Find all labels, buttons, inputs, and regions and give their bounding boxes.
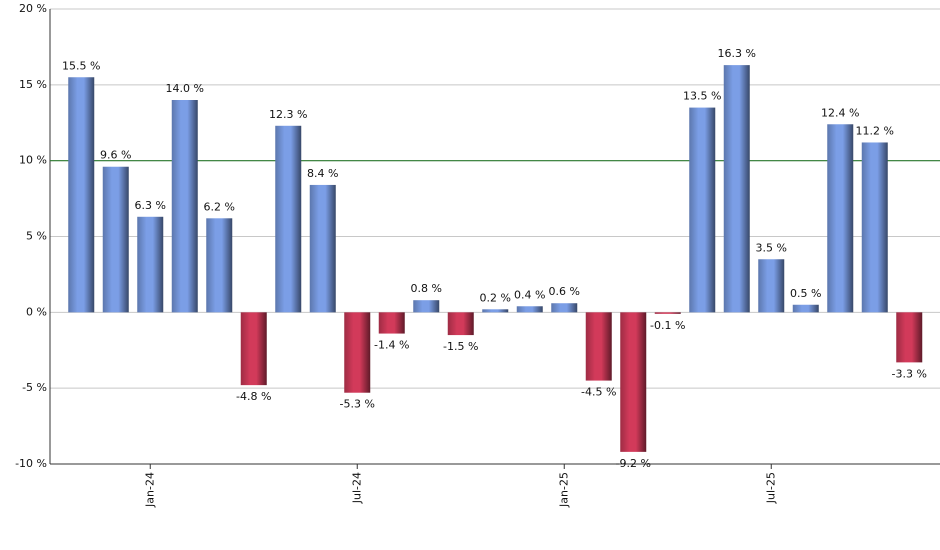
bar xyxy=(309,184,336,313)
value-label: -1.4 % xyxy=(374,339,409,352)
value-label: 9.6 % xyxy=(100,149,131,162)
value-label: 6.2 % xyxy=(204,200,235,213)
value-label: 12.3 % xyxy=(269,108,307,121)
bar xyxy=(516,306,543,313)
value-label: 8.4 % xyxy=(307,167,338,180)
value-label: -5.3 % xyxy=(340,398,375,411)
value-label: -1.5 % xyxy=(443,340,478,353)
bar xyxy=(620,312,647,452)
y-tick-label: 5 % xyxy=(26,230,47,243)
value-label: -3.3 % xyxy=(892,367,927,380)
bar xyxy=(654,312,681,314)
x-tick-label: Jul-24 xyxy=(350,472,363,504)
bar xyxy=(413,300,440,313)
bar xyxy=(482,309,509,313)
bar xyxy=(689,107,716,313)
bar xyxy=(137,216,164,313)
bar xyxy=(861,142,888,313)
x-tick-label: Jul-25 xyxy=(764,472,777,504)
bar xyxy=(827,124,854,313)
y-tick-label: 0 % xyxy=(26,305,47,318)
value-label: 12.4 % xyxy=(821,106,859,119)
bar xyxy=(240,312,267,386)
bar xyxy=(723,65,750,313)
y-tick-label: 15 % xyxy=(19,78,47,91)
bar xyxy=(551,303,578,313)
value-label: 0.4 % xyxy=(514,288,545,301)
bar xyxy=(206,218,233,313)
value-label: -4.8 % xyxy=(236,390,271,403)
value-label: 6.3 % xyxy=(135,199,166,212)
y-tick-label: -5 % xyxy=(22,381,47,394)
x-tick-label: Jan-25 xyxy=(557,472,570,508)
value-label: 0.6 % xyxy=(549,285,580,298)
value-label: 3.5 % xyxy=(756,241,787,254)
value-label: -4.5 % xyxy=(581,386,616,399)
bar xyxy=(378,312,405,334)
value-label: 13.5 % xyxy=(683,90,721,103)
value-label: -9.2 % xyxy=(616,457,651,470)
bar xyxy=(102,166,129,313)
bar xyxy=(758,259,785,313)
bar xyxy=(447,312,474,336)
value-label: 16.3 % xyxy=(718,47,756,60)
value-label: 15.5 % xyxy=(62,59,100,72)
value-label: 14.0 % xyxy=(166,82,204,95)
bar xyxy=(344,312,371,393)
y-tick-label: 20 % xyxy=(19,2,47,15)
value-label: -0.1 % xyxy=(650,319,685,332)
value-label: 0.5 % xyxy=(790,287,821,300)
value-label: 11.2 % xyxy=(856,124,894,137)
y-tick-label: -10 % xyxy=(15,457,47,470)
bar xyxy=(896,312,923,363)
bar xyxy=(171,100,198,313)
bar xyxy=(275,125,302,313)
value-label: 0.2 % xyxy=(480,291,511,304)
bar xyxy=(68,77,95,313)
bar xyxy=(792,304,819,313)
value-label: 0.8 % xyxy=(411,282,442,295)
y-tick-label: 10 % xyxy=(19,154,47,167)
x-tick-label: Jan-24 xyxy=(143,472,156,508)
bar xyxy=(585,312,612,381)
